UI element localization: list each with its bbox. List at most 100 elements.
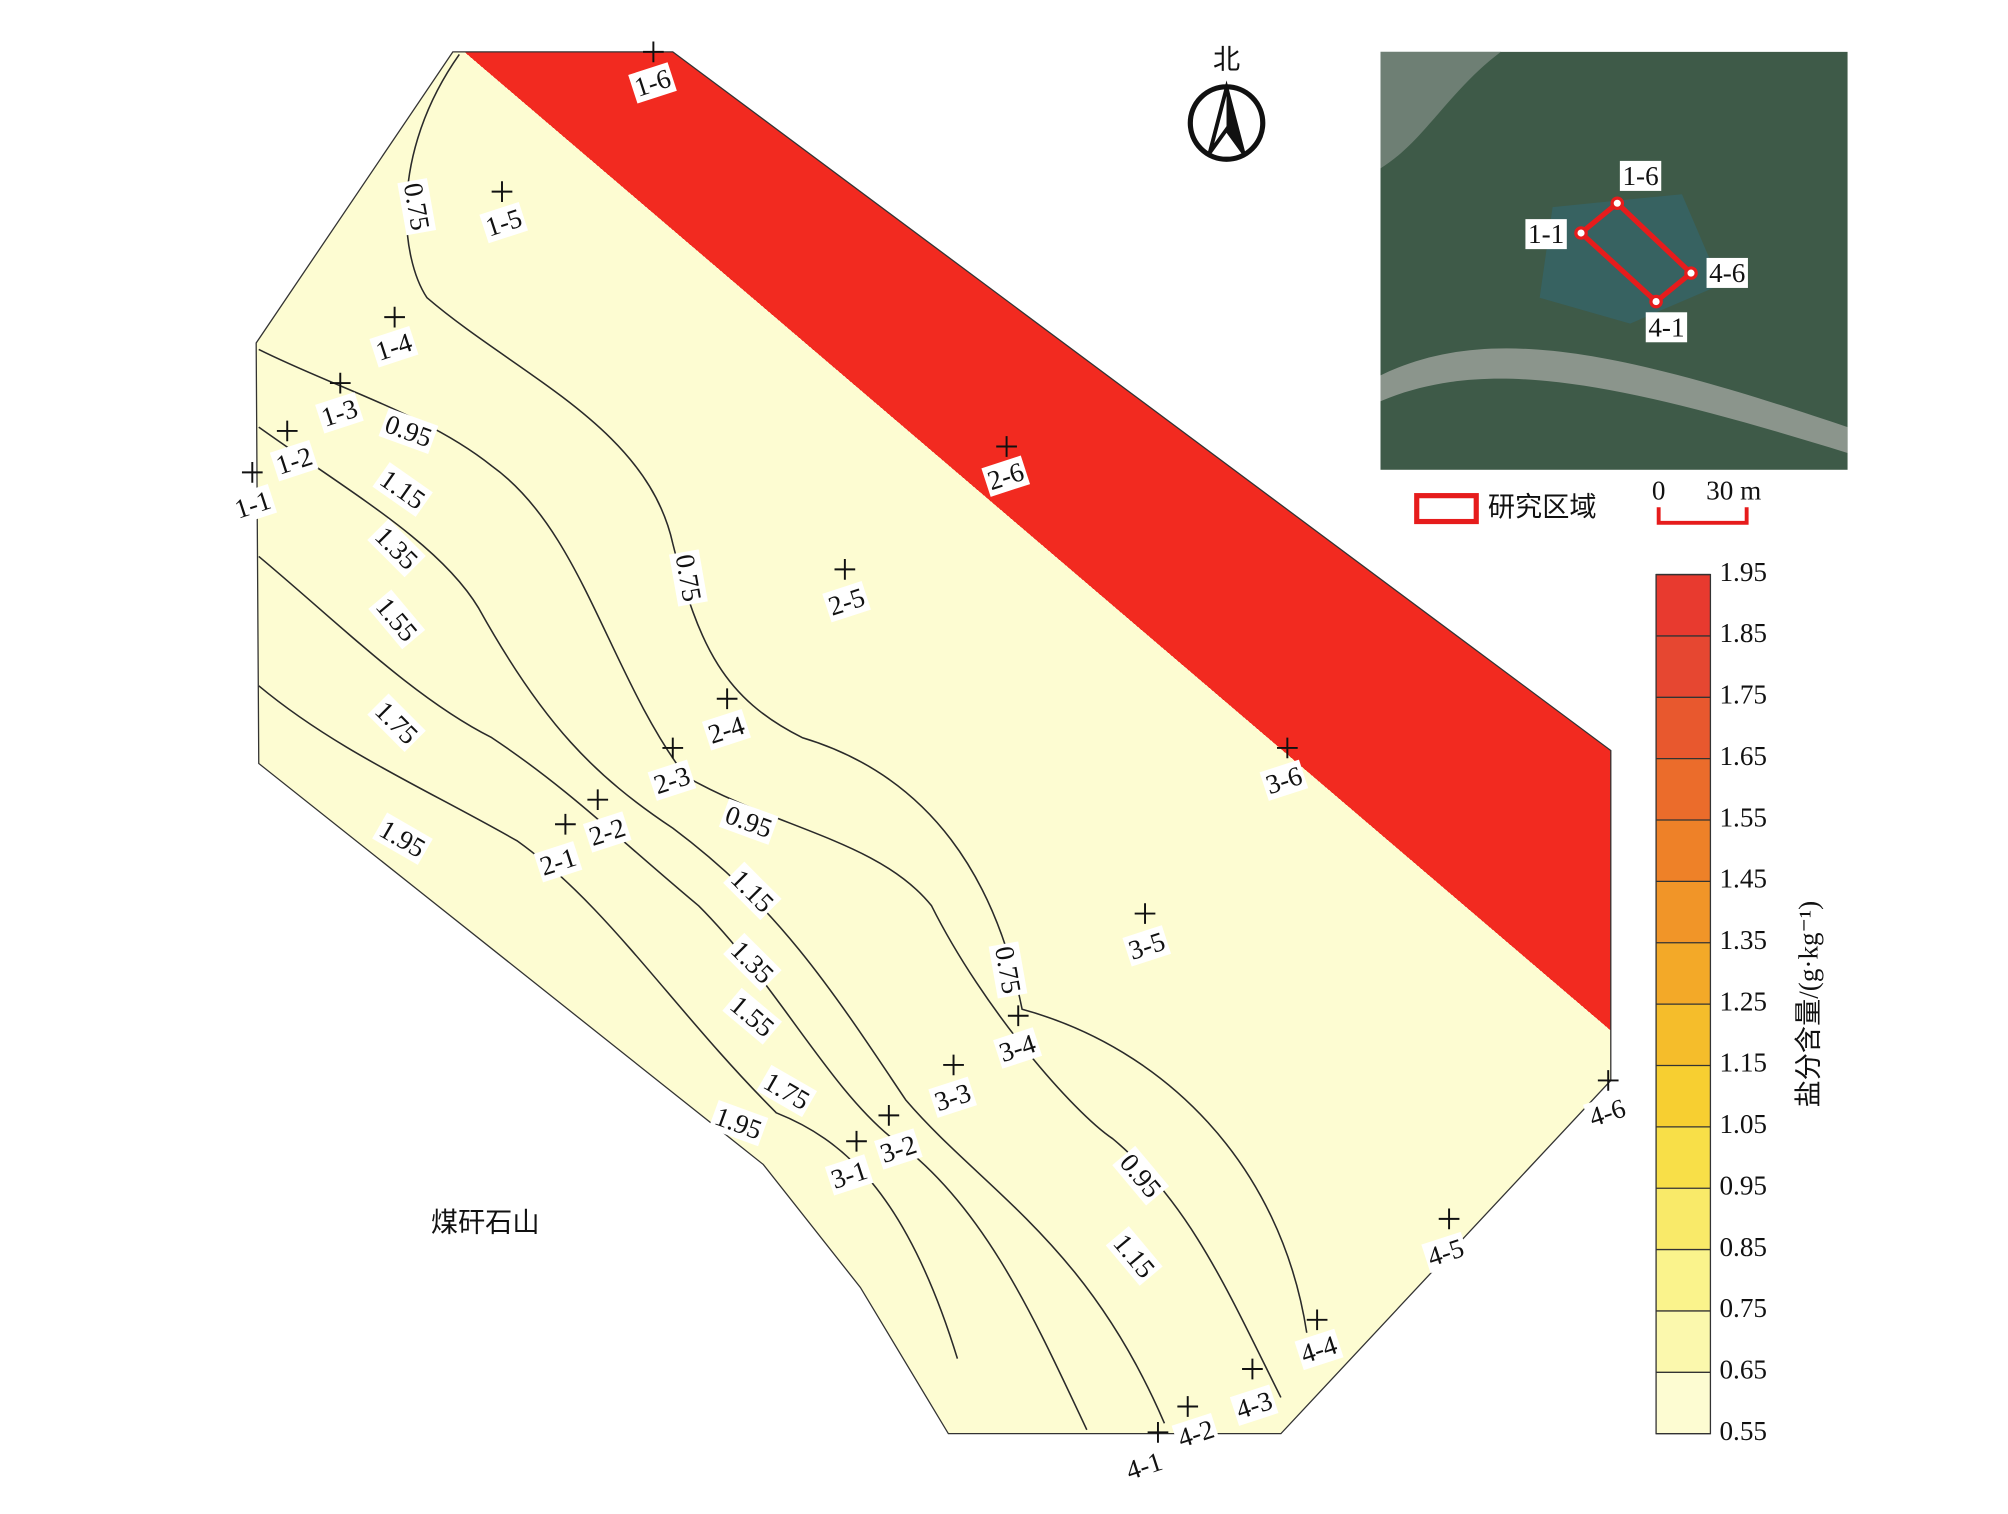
sample-cross: [1177, 1396, 1199, 1417]
sample-label-bg: [628, 62, 677, 104]
inset-point-label: 1-6: [1622, 161, 1658, 191]
sample-label-bg: [582, 811, 632, 853]
inset-point-label: 1-1: [1528, 219, 1564, 249]
contour-label-bg: [669, 549, 708, 607]
contour-label-group: 1.35: [367, 518, 426, 578]
contour-label-bg: [372, 812, 433, 865]
sample-cross: [491, 181, 513, 202]
contour-label-bg: [756, 1064, 818, 1118]
colorbar-tick-label: 1.95: [1719, 557, 1767, 587]
sample-cross: [329, 372, 351, 394]
sample-label-bg: [269, 440, 319, 482]
contour-label-bg: [1105, 1226, 1163, 1286]
sample-label-group: 4-1: [1119, 1445, 1169, 1487]
sample-cross: [643, 41, 664, 63]
legend-swatch: [1414, 493, 1479, 525]
sample-cross: [1597, 1070, 1619, 1091]
sample-cross: [943, 1054, 964, 1076]
colorbar-tick-label: 1.55: [1719, 802, 1767, 832]
sample-label-bg: [1229, 1384, 1279, 1426]
colorbar-frame: [1655, 573, 1712, 1435]
sample-label-bg: [824, 1154, 874, 1196]
sample-label-group: 2-4: [701, 708, 751, 751]
colorbar-tick-label: 1.85: [1719, 618, 1767, 648]
north-arrow: 北: [1187, 44, 1266, 162]
sample-cross: [662, 737, 684, 759]
sample-cross: [1134, 903, 1156, 924]
color-bin: [1656, 574, 1711, 636]
contour-label-group: 0.95: [1112, 1145, 1170, 1206]
contour-label-bg: [397, 178, 437, 236]
color-bin: [1656, 1188, 1711, 1250]
sample-cross: [834, 559, 856, 580]
sample-cross: [1438, 1208, 1460, 1230]
inset-point-label-group: 1-1: [1525, 219, 1567, 250]
colorbar-tick-label: 1.45: [1719, 864, 1767, 894]
north-label: 北: [1213, 44, 1240, 74]
color-bin: [1656, 881, 1711, 943]
sample-label-bg: [647, 759, 697, 801]
sample-label-group: 2-5: [822, 581, 871, 623]
sample-cross: [1007, 1005, 1029, 1027]
sample-label-bg: [369, 326, 419, 368]
inset-point-label-bg: [1645, 312, 1688, 343]
sample-label-bg: [533, 841, 583, 883]
colorbar-tick-label: 0.55: [1719, 1416, 1767, 1446]
sample-label-bg: [1421, 1231, 1470, 1274]
sample-cross: [241, 462, 263, 483]
sample-cross: [1242, 1358, 1263, 1380]
inset-point-label: 4-6: [1709, 258, 1745, 288]
colorbar-tick-label: 0.75: [1719, 1293, 1767, 1323]
contour-label-bg: [372, 462, 433, 517]
color-bin: [1656, 1372, 1711, 1434]
inset-map: [1380, 51, 1848, 470]
sample-cross: [1147, 1422, 1169, 1443]
sample-label-bg: [1294, 1328, 1344, 1371]
color-bin: [1656, 1249, 1711, 1311]
inset-labels: 1-6 1-1 4-6 4-1: [1525, 160, 1748, 343]
sample-label-bg: [874, 1128, 923, 1170]
color-bin: [1656, 758, 1711, 821]
contour-label-bg: [378, 407, 439, 455]
inset-point-label-bg: [1619, 160, 1662, 191]
area-label: 煤矸石山: [431, 1208, 540, 1238]
contour-label-bg: [988, 941, 1028, 999]
legend-label: 研究区域: [1488, 492, 1597, 522]
sample-cross: [587, 789, 609, 811]
contour-label-bg: [368, 589, 426, 650]
colorbar: 0.55 0.65 0.75 0.85 0.95 1.05 1.15 1.25 1.35 1.45…: [1655, 557, 1767, 1446]
color-bin: [1656, 1310, 1711, 1373]
scale-label: 30 m: [1706, 475, 1761, 505]
colorbar-tick-label: 0.65: [1719, 1355, 1767, 1385]
colorbar-tick-label: 1.65: [1719, 741, 1767, 771]
color-bin: [1656, 1065, 1711, 1127]
sample-cross: [996, 436, 1017, 457]
colorbar-tick-label: 1.75: [1719, 680, 1767, 710]
colorbar-tick-label: 1.15: [1719, 1048, 1767, 1078]
contour-label-bg: [723, 861, 782, 921]
inset-point-label-group: 4-6: [1706, 257, 1748, 288]
scale-bar: [1656, 507, 1749, 525]
color-bin: [1656, 635, 1711, 698]
sample-label-bg: [1259, 759, 1309, 801]
sample-label-bg: [1119, 1445, 1169, 1487]
color-bin: [1656, 942, 1711, 1005]
sample-cross: [1306, 1309, 1328, 1331]
sample-label-bg: [228, 484, 278, 526]
contour-label-bg: [718, 798, 779, 845]
sample-cross: [878, 1105, 900, 1126]
sample-label-bg: [1171, 1412, 1221, 1455]
contour-label-bg: [367, 693, 426, 752]
sample-label-bg: [315, 392, 364, 434]
sample-label-bg: [1122, 925, 1172, 967]
sample-points: 1-11-21-31-41-51-62-12-22-32-42-52-63-13…: [228, 41, 1632, 1487]
contour-label-bg: [367, 518, 426, 578]
sample-label-bg: [981, 455, 1031, 497]
sample-cross: [276, 420, 298, 442]
sample-label-bg: [993, 1027, 1043, 1069]
sample-label-bg: [1583, 1092, 1632, 1134]
contour-label-bg: [1112, 1145, 1170, 1206]
sample-label-bg: [822, 581, 871, 623]
inset-point-label-group: 4-1: [1645, 312, 1688, 343]
